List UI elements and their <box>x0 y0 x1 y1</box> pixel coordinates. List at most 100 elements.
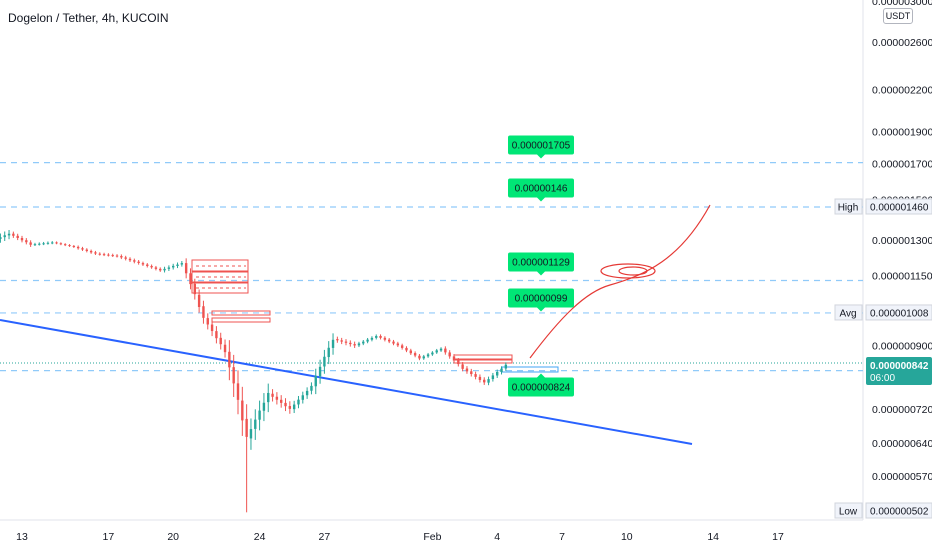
candle-body <box>422 356 425 359</box>
candle-body <box>146 264 149 267</box>
candle-body <box>215 331 218 339</box>
candle-body <box>254 419 257 429</box>
last-price-countdown: 06:00 <box>870 373 895 384</box>
price-axis-label: 0.000000570 <box>872 471 932 483</box>
callout-label: 0.00000146 <box>515 184 568 195</box>
projection-loop-outer <box>600 263 656 279</box>
candle-body <box>379 335 382 338</box>
callout-box <box>508 178 574 198</box>
candle-body <box>292 404 296 410</box>
candle-body <box>267 392 270 403</box>
candle-body <box>46 242 50 244</box>
currency-badge[interactable]: USDT <box>883 8 913 24</box>
axis-tag-value: 0.000000502 <box>870 507 929 518</box>
time-axis-label: 24 <box>254 531 266 543</box>
candle-body <box>25 240 28 243</box>
candle-body <box>262 402 266 411</box>
candle-body <box>388 339 391 342</box>
time-axis[interactable]: 13 17 20 24 27 Feb 4 7 10 14 17 <box>16 531 784 543</box>
candle-body <box>491 375 495 380</box>
candle-body <box>29 242 32 245</box>
candle-body <box>280 399 283 403</box>
candle-body <box>470 371 473 375</box>
candle-body <box>141 263 145 265</box>
axis-tag-name-box <box>834 198 863 215</box>
price-axis-label: 0.000000640 <box>872 438 932 450</box>
candle-body <box>236 383 240 400</box>
candle-body <box>310 385 313 391</box>
candle-body <box>0 237 2 239</box>
horizontal-levels <box>0 162 863 372</box>
candle-body <box>184 263 188 274</box>
candle-body <box>12 233 15 236</box>
candle-body <box>370 337 374 340</box>
callout-box <box>508 252 574 272</box>
callout-pointer <box>537 154 545 159</box>
price-callout[interactable]: 0.00000099 <box>508 288 574 312</box>
candle-body <box>176 264 179 266</box>
candle-body <box>439 348 443 351</box>
price-axis[interactable]: 0.000003000 0.000002600 0.000002200 0.00000… <box>872 0 932 483</box>
candle-body <box>314 376 317 387</box>
candle-body <box>284 402 287 407</box>
candle-body <box>64 244 67 246</box>
candle-body <box>89 250 93 253</box>
candle-body <box>245 418 248 437</box>
candle-body <box>426 354 430 357</box>
candle-body <box>349 342 352 345</box>
candle-body <box>68 245 71 247</box>
candle-body <box>362 341 365 344</box>
candle-body <box>383 337 387 340</box>
candle-body <box>344 341 348 343</box>
candle-body <box>167 267 171 269</box>
candle-body <box>413 353 417 356</box>
time-axis-label: 14 <box>707 531 719 543</box>
candle-body <box>102 254 106 256</box>
candle-body <box>180 263 184 265</box>
candle-body <box>271 393 274 397</box>
callout-label: 0.000001705 <box>512 141 571 152</box>
price-axis-label: 0.000002600 <box>872 37 932 49</box>
candle-body <box>340 340 343 342</box>
candle-body <box>396 343 400 346</box>
candle-body <box>85 249 88 251</box>
candle-body <box>331 339 335 348</box>
last-price-tag: 0.000000842 06:00 <box>866 357 932 385</box>
time-axis-label: 17 <box>103 531 115 543</box>
candle-body <box>275 396 279 400</box>
candle-body <box>206 318 209 325</box>
candle-body <box>133 260 136 262</box>
candle-body <box>115 255 119 257</box>
candle-body <box>150 265 153 268</box>
candle-body <box>55 242 58 244</box>
price-callout[interactable]: 0.000001129 <box>508 252 574 276</box>
range-boxes <box>191 259 513 364</box>
price-callout[interactable]: 0.000001705 <box>508 135 574 159</box>
candle-body <box>431 352 434 355</box>
candle-body <box>405 347 408 351</box>
callout-pointer <box>537 373 545 378</box>
axis-tag-name: Avg <box>839 308 856 319</box>
time-axis-label: 4 <box>494 531 500 543</box>
candle-body <box>474 374 477 377</box>
trendline[interactable] <box>0 319 693 445</box>
candle-body <box>120 256 123 258</box>
callout-pointer <box>537 197 545 202</box>
candle-body <box>448 352 451 357</box>
price-callout[interactable]: 0.000000824 <box>508 373 574 397</box>
price-axis-label: 0.000001150 <box>872 270 932 282</box>
candle-body <box>20 238 24 241</box>
candle-body <box>38 243 41 245</box>
candles <box>0 230 508 513</box>
candle-body <box>483 379 486 383</box>
candle-body <box>137 261 140 263</box>
candle-body <box>336 339 339 341</box>
price-callouts[interactable]: 0.000001705 0.00000146 0.000001129 0.000000… <box>508 135 574 397</box>
price-axis-label: 0.000000720 <box>872 404 932 416</box>
candle-body <box>124 257 127 259</box>
current-range-box <box>501 366 559 373</box>
price-callout[interactable]: 0.00000146 <box>508 178 574 202</box>
candle-body <box>465 368 469 372</box>
callout-box <box>508 135 574 155</box>
